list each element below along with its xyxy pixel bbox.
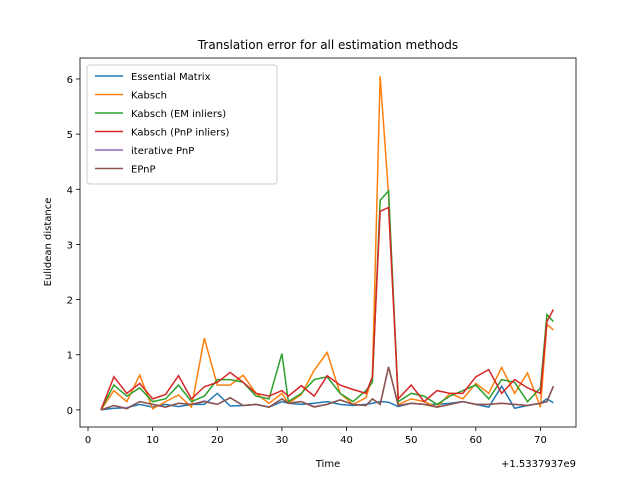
y-tick-label: 3 [67, 240, 73, 251]
x-tick-label: 40 [340, 435, 353, 446]
legend-label: Essential Matrix [131, 72, 211, 83]
x-tick-label: 60 [469, 435, 482, 446]
legend-label: iterative PnP [131, 146, 194, 157]
x-offset-label: +1.5337937e9 [501, 459, 576, 470]
x-tick-label: 50 [405, 435, 418, 446]
y-tick-label: 1 [67, 351, 73, 362]
y-tick-label: 2 [67, 296, 73, 307]
series-line [100, 366, 555, 411]
x-tick-label: 30 [276, 435, 289, 446]
legend-label: Kabsch (EM inliers) [131, 109, 226, 120]
plot-frame [79, 57, 577, 428]
series-line [100, 206, 555, 411]
legend-label: EPnP [131, 165, 156, 176]
y-axis-label: Eulidean distance [43, 198, 54, 287]
legend-label: Kabsch [131, 91, 167, 102]
x-tick-label: 0 [85, 435, 91, 446]
x-tick-label: 20 [211, 435, 224, 446]
y-tick-label: 4 [67, 185, 73, 196]
legend-label: Kabsch (PnP inliers) [131, 128, 230, 139]
series-line [100, 384, 554, 411]
x-tick-label: 70 [534, 435, 547, 446]
y-tick-label: 6 [67, 75, 73, 86]
chart-title: Translation error for all estimation met… [197, 38, 458, 52]
series-line [100, 189, 554, 411]
legend-box [86, 64, 278, 185]
y-tick-label: 5 [67, 130, 73, 141]
x-tick-label: 10 [146, 435, 159, 446]
x-axis-label: Time [315, 459, 340, 470]
y-tick-label: 0 [67, 406, 73, 417]
